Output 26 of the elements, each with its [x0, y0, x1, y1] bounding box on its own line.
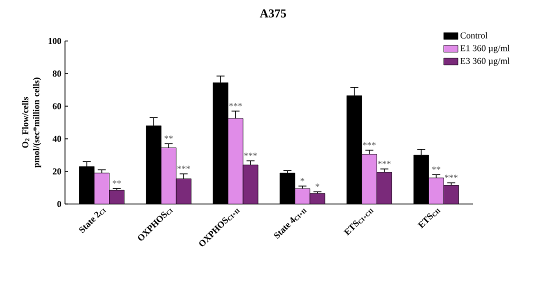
- bar: [242, 164, 258, 204]
- y-tick-label: 40: [52, 136, 62, 142]
- data-label: **: [112, 180, 121, 184]
- bar: [376, 172, 392, 204]
- y-tick-label: 20: [52, 168, 62, 174]
- data-label: ***: [444, 174, 458, 178]
- data-label: ***: [378, 160, 391, 164]
- data-label: ***: [244, 152, 257, 156]
- y-tick-label: 80: [52, 70, 62, 77]
- data-label: *: [316, 184, 320, 187]
- data-label: ***: [229, 102, 242, 106]
- data-label: ***: [177, 166, 190, 170]
- data-label: *: [300, 178, 304, 182]
- y-tick-label: 0: [57, 200, 62, 208]
- bar: [109, 190, 124, 204]
- y-tick-label: 100: [48, 38, 62, 44]
- bar: [444, 185, 459, 204]
- chart-title: A375: [260, 9, 286, 18]
- data-label: ***: [363, 142, 376, 146]
- data-label: **: [432, 166, 440, 170]
- legend-label: E1 360 µg/ml: [460, 44, 510, 54]
- data-label: **: [164, 136, 173, 139]
- legend-label: Control: [460, 32, 488, 38]
- y-tick-label: 60: [52, 103, 62, 110]
- bar: [176, 178, 192, 204]
- legend-label: E3 360 µg/ml: [460, 58, 510, 66]
